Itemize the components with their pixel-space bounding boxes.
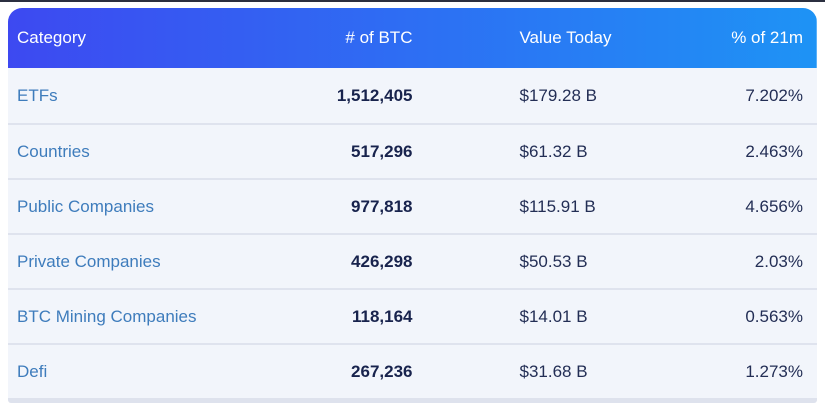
column-header-category: Category [17,28,86,47]
percent-of-21m-cell: 2.463% [663,123,817,178]
btc-amount-cell: 977,818 [315,178,413,233]
table-row[interactable]: Countries 517,296 $61.32 B 2.463% [8,123,817,178]
table-header-row: Category # of BTC Value Today % of 21m [8,8,817,68]
btc-treasury-table: Category # of BTC Value Today % of 21m E… [8,8,817,398]
btc-amount-cell: 1,512,405 [336,85,413,105]
btc-amount-cell: 267,236 [315,343,413,398]
table-row[interactable]: BTC Mining Companies 118,164 $14.01 B 0.… [8,288,817,343]
table-bottom-edge [8,398,817,403]
btc-amount-cell: 426,298 [315,233,413,288]
percent-of-21m-cell: 2.03% [663,233,817,288]
percent-of-21m-cell: 0.563% [663,288,817,343]
value-today-cell: $115.91 B [412,178,664,233]
category-link[interactable]: BTC Mining Companies [8,288,316,343]
category-link[interactable]: Countries [8,123,316,178]
value-today-cell: $61.32 B [412,123,664,178]
table-body: ETFs 1,512,405 $179.28 B 7.202% Countrie… [8,68,817,398]
btc-amount-cell: 118,164 [315,288,413,343]
value-today-cell: $179.28 B [519,85,597,105]
btc-treasury-table-container: Category # of BTC Value Today % of 21m E… [8,8,817,398]
category-link[interactable]: Defi [8,343,316,398]
category-link[interactable]: ETFs [17,85,58,105]
category-link[interactable]: Public Companies [8,178,316,233]
table-row[interactable]: ETFs 1,512,405 $179.28 B 7.202% [8,68,817,123]
percent-of-21m-cell: 1.273% [663,343,817,398]
percent-of-21m-cell: 4.656% [663,178,817,233]
value-today-cell: $14.01 B [412,288,664,343]
table-row[interactable]: Defi 267,236 $31.68 B 1.273% [8,343,817,398]
top-divider [0,0,825,2]
table-row[interactable]: Public Companies 977,818 $115.91 B 4.656… [8,178,817,233]
column-header-value-today: Value Today [519,28,612,47]
value-today-cell: $50.53 B [412,233,664,288]
category-link[interactable]: Private Companies [8,233,316,288]
value-today-cell: $31.68 B [412,343,664,398]
table-row[interactable]: Private Companies 426,298 $50.53 B 2.03% [8,233,817,288]
column-header-btc-count: # of BTC [345,28,413,47]
percent-of-21m-cell: 7.202% [745,85,803,105]
btc-amount-cell: 517,296 [315,123,413,178]
column-header-percent-of-21m: % of 21m [731,28,803,47]
